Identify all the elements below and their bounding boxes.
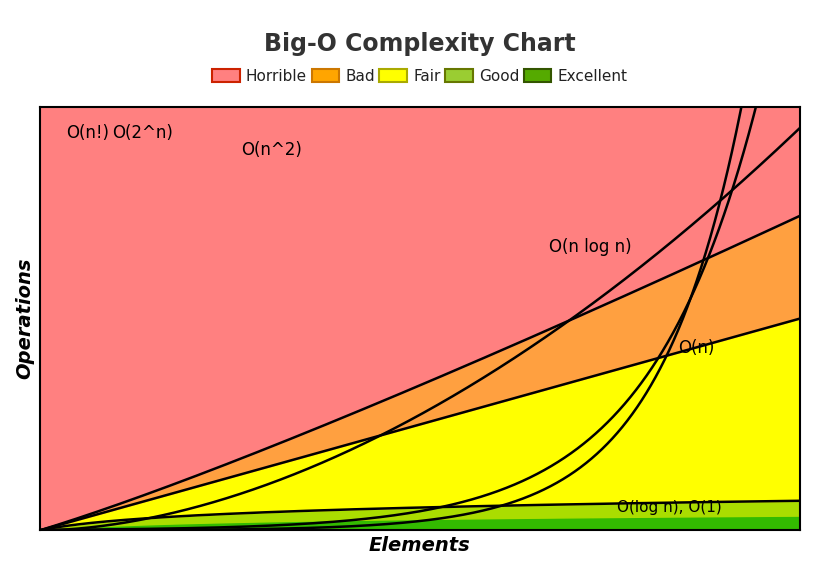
Legend: Horrible, Bad, Fair, Good, Excellent: Horrible, Bad, Fair, Good, Excellent	[209, 66, 630, 87]
Text: O(2^n): O(2^n)	[112, 124, 173, 141]
Text: O(n^2): O(n^2)	[241, 141, 302, 158]
Text: O(log n), O(1): O(log n), O(1)	[618, 500, 722, 515]
Title: Big-O Complexity Chart: Big-O Complexity Chart	[264, 32, 575, 56]
Text: O(n log n): O(n log n)	[549, 238, 632, 255]
Text: O(n!): O(n!)	[66, 124, 109, 141]
Text: O(n): O(n)	[678, 339, 715, 357]
X-axis label: Elements: Elements	[369, 536, 470, 555]
Y-axis label: Operations: Operations	[15, 258, 34, 379]
